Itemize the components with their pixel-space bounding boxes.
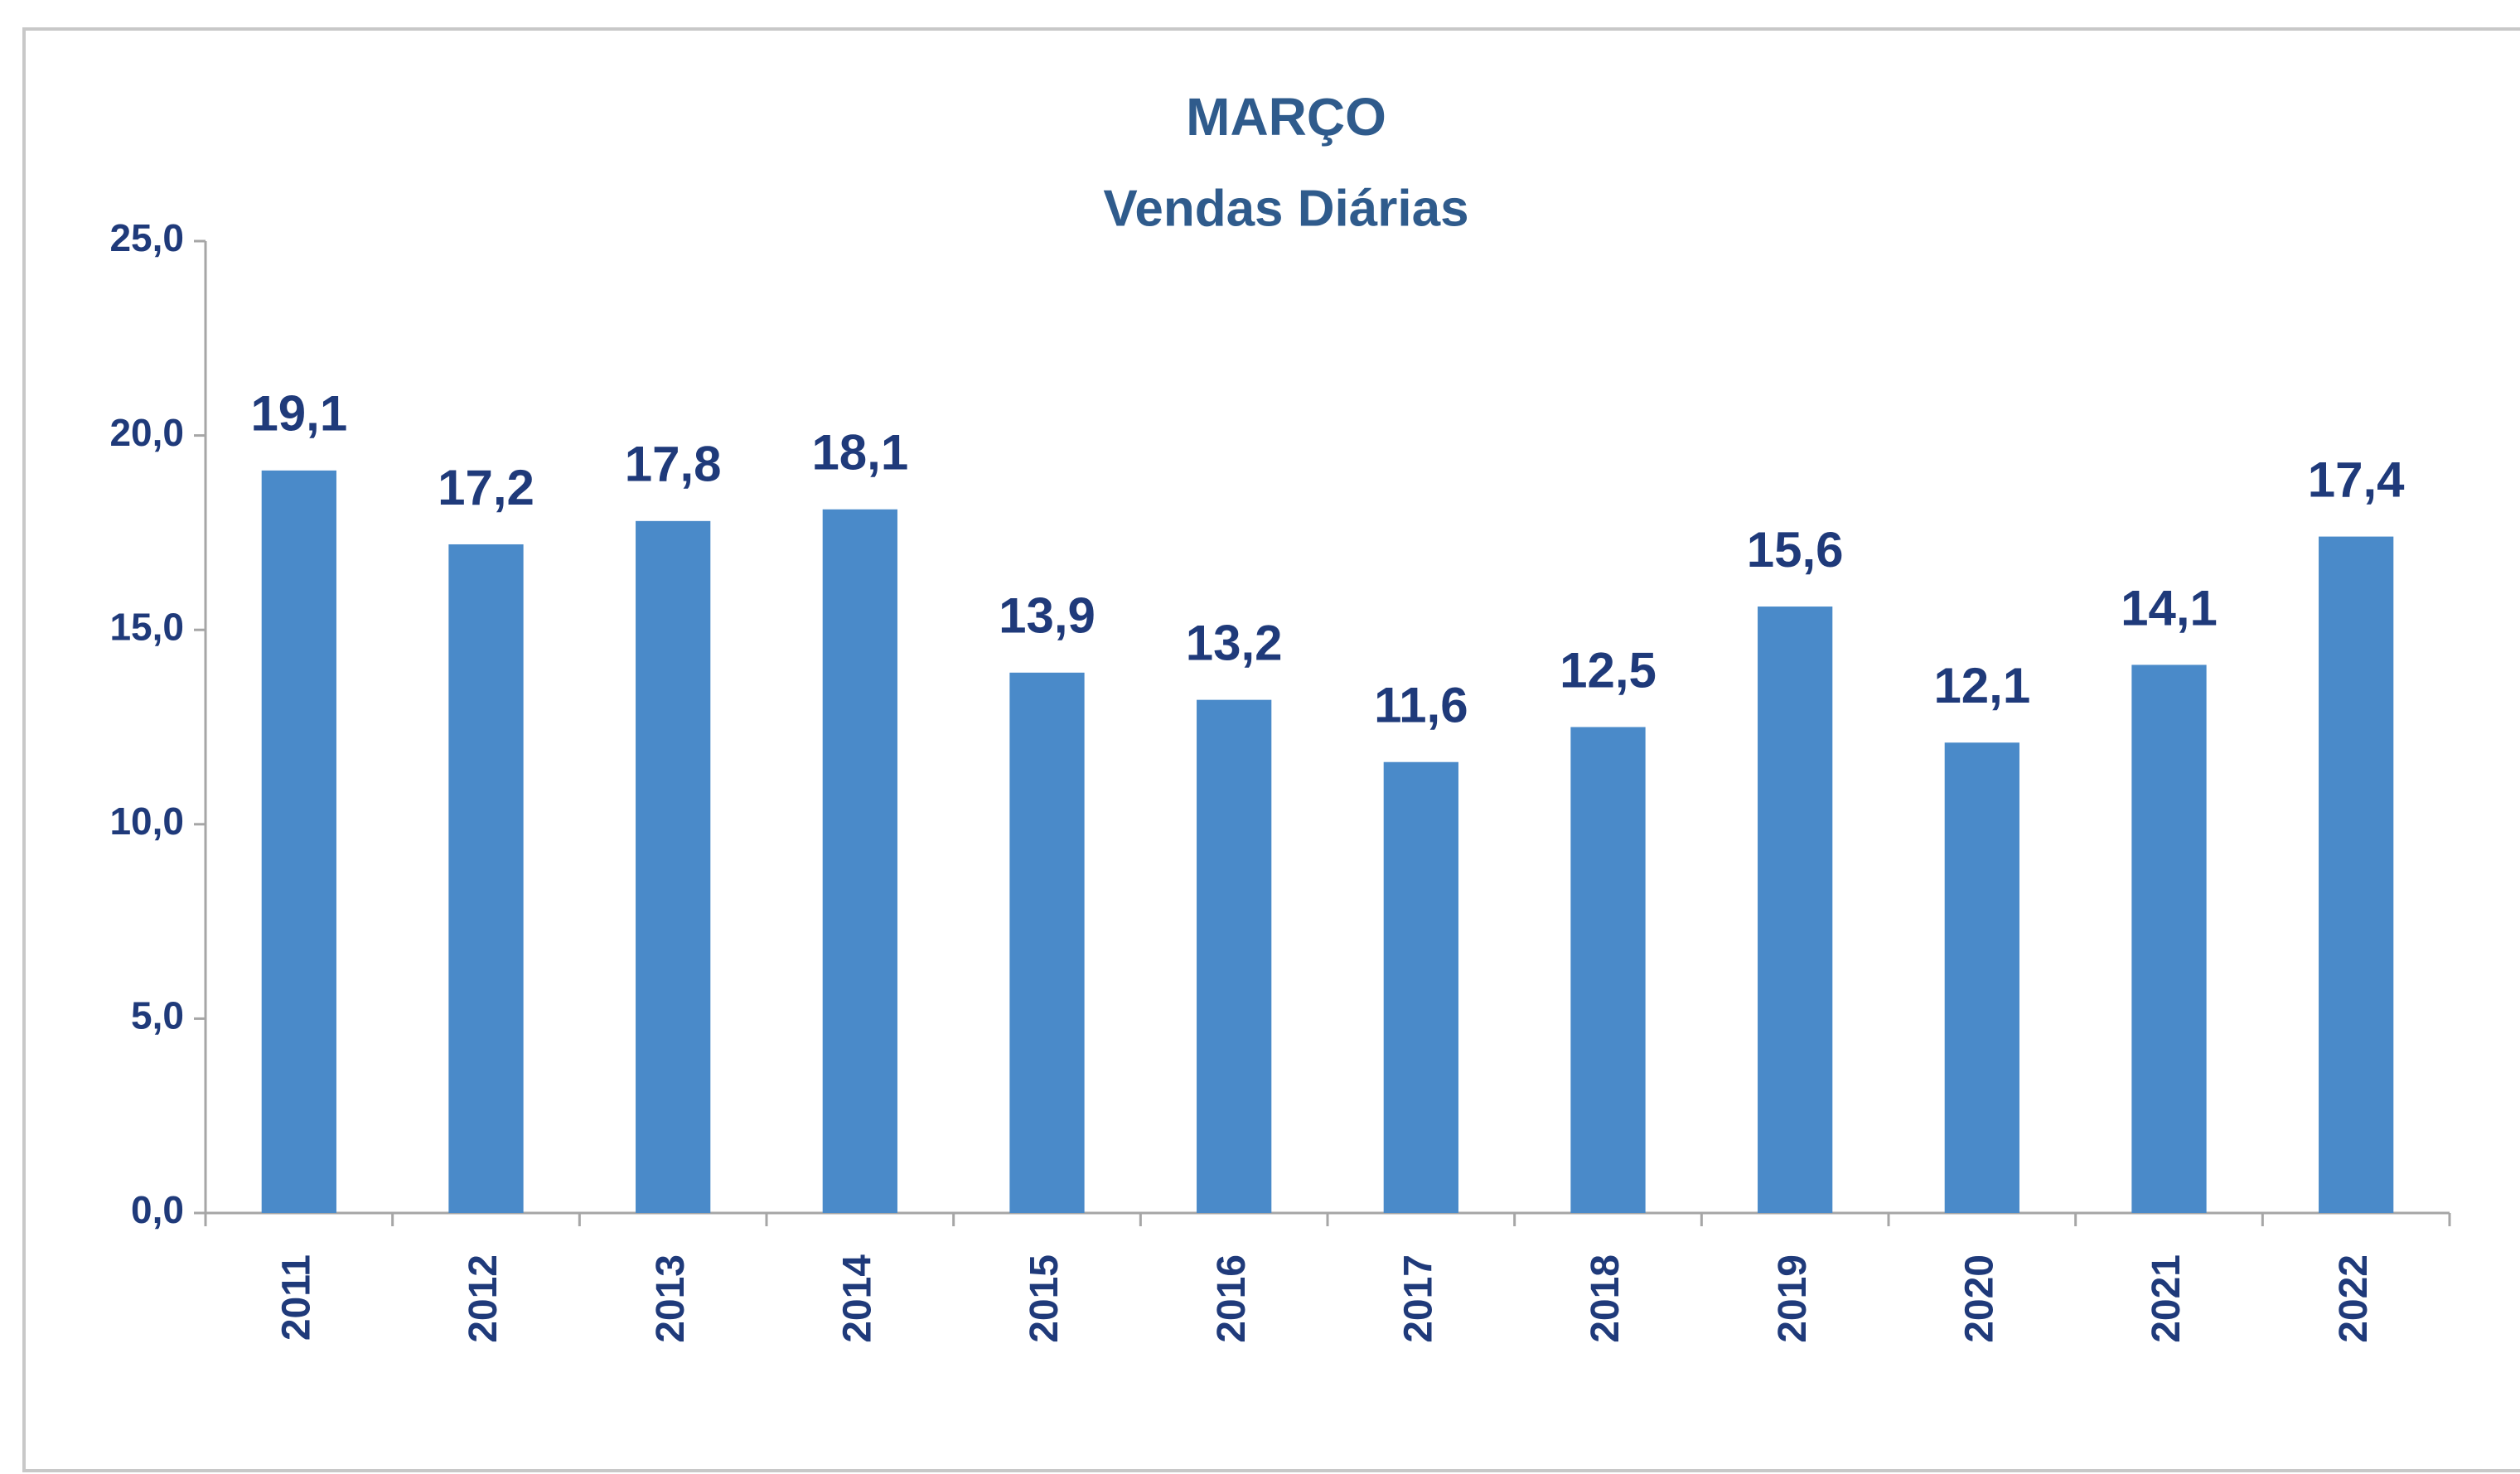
x-tick-label: 2015 [1023,1254,1067,1343]
bar [1009,672,1085,1213]
y-tick-label: 5,0 [131,994,184,1037]
bar [1570,727,1646,1213]
data-label: 17,2 [438,460,534,515]
chart-subtitle: Vendas Diárias [1103,180,1468,237]
bar [1197,699,1272,1213]
x-tick-label: 2020 [1958,1254,2002,1343]
y-tick-label: 25,0 [109,216,184,259]
y-tick-label: 15,0 [109,605,184,648]
y-tick-label: 20,0 [109,411,184,454]
data-label: 17,4 [2308,452,2405,507]
chart-title: MARÇO [1186,87,1386,147]
chart-border [22,27,2520,1472]
x-tick-label: 2022 [2332,1254,2376,1343]
data-label: 13,2 [1186,615,1283,670]
bar [636,520,711,1213]
bar [2319,536,2394,1213]
data-label: 19,1 [250,386,347,442]
bar [1383,761,1458,1213]
data-label: 12,5 [1560,642,1657,698]
data-label: 12,1 [1933,658,2030,713]
data-label: 13,9 [999,588,1096,644]
data-label: 11,6 [1374,678,1468,733]
y-tick-label: 10,0 [109,800,184,843]
data-label: 17,8 [625,437,722,492]
bar [2131,665,2207,1213]
data-label: 18,1 [811,425,908,481]
x-tick-label: 2021 [2145,1254,2189,1343]
y-tick-label: 0,0 [131,1188,184,1231]
x-tick-label: 2011 [275,1254,319,1341]
bar [261,470,336,1213]
x-tick-label: 2019 [1771,1254,1815,1343]
x-tick-label: 2014 [836,1254,880,1343]
x-tick-label: 2012 [462,1254,505,1343]
bar [1944,742,2019,1213]
x-tick-label: 2013 [649,1254,693,1343]
x-tick-label: 2018 [1584,1254,1628,1343]
data-label: 14,1 [2121,580,2218,636]
x-tick-label: 2016 [1210,1254,1254,1343]
data-label: 15,6 [1747,522,1844,578]
x-tick-label: 2017 [1397,1254,1441,1343]
bar [822,509,897,1213]
bar [1758,607,1833,1213]
bar [448,544,524,1213]
